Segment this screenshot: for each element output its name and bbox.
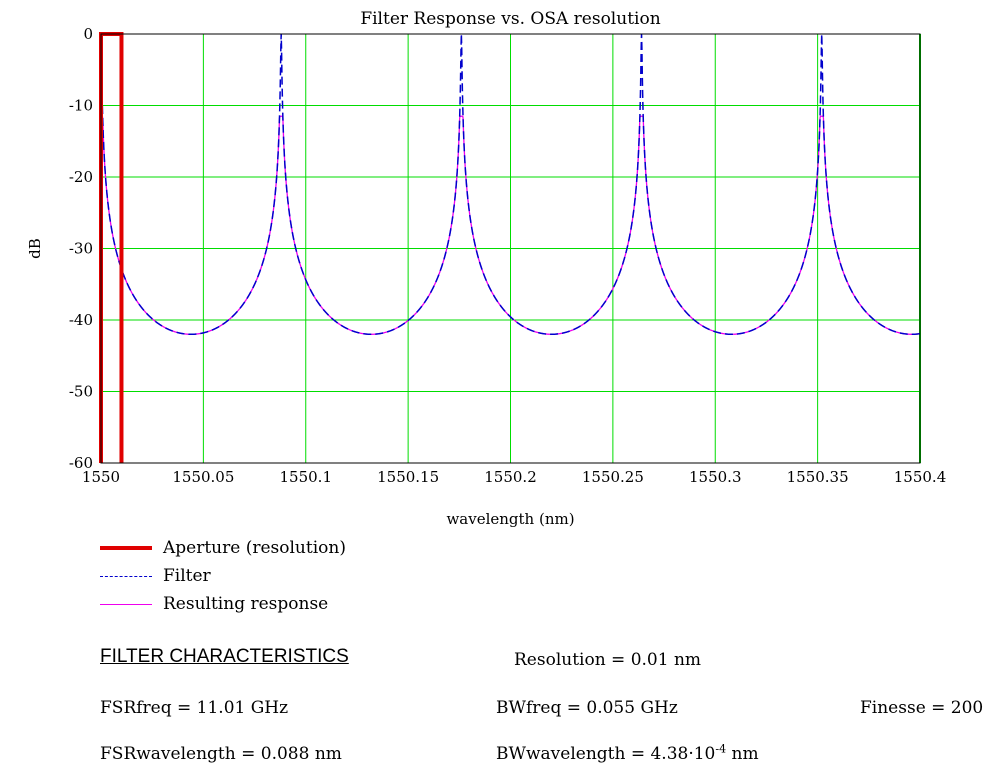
x-tick-label: 1550.15 [377,468,439,486]
x-tick-label: 1550.3 [689,468,742,486]
plot-frame [100,33,921,464]
legend-swatch-filter [100,576,152,577]
x-tick-label: 1550.4 [894,468,947,486]
y-tick-label: -30 [69,240,93,258]
x-tick-label: 1550.2 [484,468,537,486]
y-axis-label: dB [26,238,44,259]
legend-label-filter: Filter [163,566,211,586]
fsr-wavelength-value: FSRwavelength = 0.088 nm [100,744,342,764]
series-filter [100,33,921,336]
x-axis-label: wavelength (nm) [446,510,574,528]
legend-label-resulting: Resulting response [163,594,329,614]
x-tick-label: 1550.05 [172,468,234,486]
tick-labels: 1550 1550.05 1550.1 1550.15 1550.2 1550.25 155… [69,25,946,486]
bw-wavelength-prefix: BWwavelength = 4.38·10 [496,744,716,764]
legend-swatch-aperture [100,546,152,550]
y-tick-label: -10 [69,97,93,115]
characteristics-heading: FILTER CHARACTERISTICS [100,646,349,667]
y-tick-label: -50 [69,383,93,401]
grid [101,34,921,463]
finesse-value: Finesse = 200 [860,698,984,718]
bw-wavelength-exponent: -4 [715,742,727,756]
bw-wavelength-suffix: nm [726,744,759,764]
x-tick-label: 1550.25 [582,468,644,486]
bw-freq-value: BWfreq = 0.055 GHz [496,698,678,718]
x-tick-label: 1550.1 [280,468,333,486]
chart-title: Filter Response vs. OSA resolution [360,9,660,29]
y-tick-label: -60 [69,454,93,472]
legend-swatch-resulting [100,604,152,605]
x-tick-label: 1550.35 [787,468,849,486]
bw-wavelength-value: BWwavelength = 4.38·10-4 nm [496,742,759,764]
resolution-value: Resolution = 0.01 nm [514,650,702,670]
fsr-freq-value: FSRfreq = 11.01 GHz [100,698,289,718]
y-tick-label: -20 [69,168,93,186]
y-tick-label: 0 [83,25,93,43]
legend-label-aperture: Aperture (resolution) [163,538,346,558]
x-tick-label: 1550 [82,468,120,486]
y-tick-label: -40 [69,311,93,329]
